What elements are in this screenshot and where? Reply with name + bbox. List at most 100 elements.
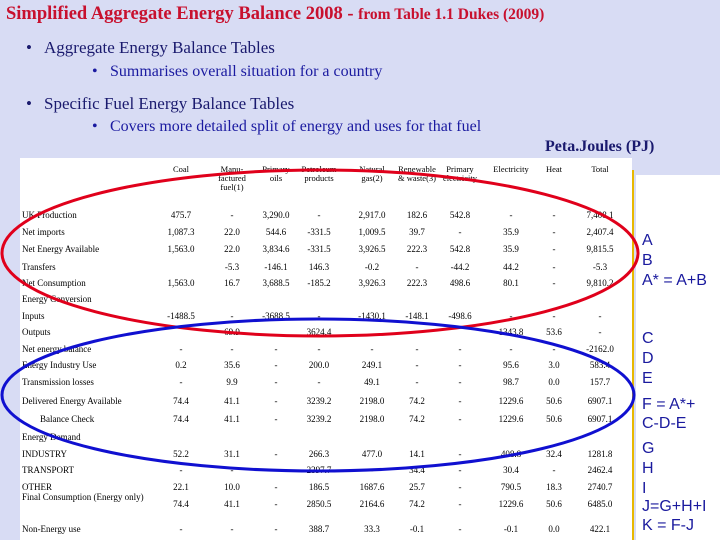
table-cell: 583.4 <box>589 360 611 370</box>
table-cell: 3,290.0 <box>262 210 290 220</box>
table-cell: -0.1 <box>503 524 519 534</box>
table-cell: - <box>552 262 556 272</box>
table-cell: - <box>317 377 321 387</box>
note-f-line1: F = A*+ <box>642 396 696 413</box>
row-label: TRANSPORT <box>22 465 74 475</box>
table-cell: - <box>458 524 462 534</box>
table-cell: -331.5 <box>307 244 331 254</box>
table-cell: - <box>552 244 556 254</box>
table-cell: 2850.5 <box>306 499 332 509</box>
bullet-1: • Aggregate Energy Balance Tables <box>26 38 275 57</box>
note-a-star: A* = A+B <box>642 272 707 289</box>
table-cell: - <box>179 524 183 534</box>
table-cell: 0.0 <box>548 524 560 534</box>
table-cell: 41.1 <box>224 396 240 406</box>
table-cell: 1343.8 <box>498 327 524 337</box>
table-cell: -331.5 <box>307 227 331 237</box>
note-k: K = F-J <box>642 517 695 534</box>
table-cell: 0.2 <box>175 360 187 370</box>
table-cell: - <box>458 396 462 406</box>
table-cell: - <box>598 311 602 321</box>
table-cell: -3688.5 <box>262 311 290 321</box>
table-cell: 3,926.5 <box>358 244 386 254</box>
table-cell: - <box>458 465 462 475</box>
note-g: G <box>642 440 655 457</box>
side-notes-panel <box>636 175 720 540</box>
table-cell: - <box>179 465 183 475</box>
table-cell: - <box>552 278 556 288</box>
column-header: Primary oils <box>262 164 290 183</box>
bullet-1-sub: • Summarises overall situation for a coun… <box>92 63 383 80</box>
table-cell: - <box>274 396 278 406</box>
table-cell: - <box>598 327 602 337</box>
table-cell: 74.2 <box>409 414 425 424</box>
table-cell: 200.0 <box>308 360 330 370</box>
table-cell: -148.1 <box>405 311 429 321</box>
table-cell: 1229.6 <box>498 499 524 509</box>
row-label: INDUSTRY <box>22 449 68 459</box>
table-cell: - <box>317 311 321 321</box>
table-cell: - <box>458 414 462 424</box>
title-main: Simplified Aggregate Energy Balance 2008… <box>6 4 359 24</box>
row-label: Net energy balance <box>22 344 92 354</box>
energy-balance-table <box>20 158 632 540</box>
table-cell: 6907.1 <box>587 414 613 424</box>
table-cell: - <box>552 210 556 220</box>
table-cell: 74.4 <box>173 499 189 509</box>
table-cell: 44.2 <box>503 262 519 272</box>
table-cell: -185.2 <box>307 278 331 288</box>
note-c: C <box>642 330 654 347</box>
table-cell: 542.8 <box>449 244 471 254</box>
table-cell: 422.1 <box>589 524 611 534</box>
row-label: UK Production <box>22 210 77 220</box>
row-label: Non-Energy use <box>22 524 81 534</box>
table-cell: - <box>415 344 419 354</box>
bullet-dot-icon: • <box>92 118 98 135</box>
table-cell: - <box>458 499 462 509</box>
table-cell: 498.6 <box>449 278 471 288</box>
table-cell: -498.6 <box>448 311 472 321</box>
bullet-2: • Specific Fuel Energy Balance Tables <box>26 94 295 113</box>
table-cell: 74.4 <box>173 396 189 406</box>
table-cell: 39.7 <box>409 227 425 237</box>
table-cell: 1,009.5 <box>358 227 386 237</box>
table-cell: 74.2 <box>409 499 425 509</box>
column-header: Total <box>591 164 609 174</box>
table-cell: 41.1 <box>224 499 240 509</box>
table-cell: -0.2 <box>364 262 380 272</box>
row-label: Transfers <box>22 262 56 272</box>
table-cell: 18.3 <box>546 482 562 492</box>
table-cell: -0.1 <box>409 524 425 534</box>
column-header: Electricity <box>493 164 529 174</box>
bullet-dot-icon: • <box>26 38 32 57</box>
table-cell: 2198.0 <box>359 414 385 424</box>
table-cell: 95.6 <box>503 360 519 370</box>
table-cell: - <box>179 377 183 387</box>
table-cell: 34.4 <box>409 465 425 475</box>
table-cell: -146.1 <box>264 262 288 272</box>
table-cell: - <box>552 311 556 321</box>
table-cell: - <box>458 449 462 459</box>
table-cell: 35.6 <box>224 360 240 370</box>
table-cell: 3.0 <box>548 360 560 370</box>
table-cell: 0.0 <box>548 377 560 387</box>
table-cell: - <box>274 377 278 387</box>
table-cell: - <box>274 344 278 354</box>
table-cell: - <box>274 414 278 424</box>
table-cell: - <box>274 482 278 492</box>
table-cell: 2740.7 <box>587 482 613 492</box>
table-cell: - <box>415 377 419 387</box>
table-cell: - <box>274 524 278 534</box>
table-cell: -5.3 <box>224 262 240 272</box>
row-label: Outputs <box>22 327 51 337</box>
column-header: Natural gas(2) <box>359 164 385 183</box>
table-cell: 3,688.5 <box>262 278 290 288</box>
table-cell: - <box>230 465 234 475</box>
table-cell: - <box>230 344 234 354</box>
table-cell: 98.7 <box>503 377 519 387</box>
table-cell: 157.7 <box>589 377 611 387</box>
bullet-dot-icon: • <box>26 94 32 113</box>
table-cell: 2,407.4 <box>586 227 614 237</box>
table-cell: 14.1 <box>409 449 425 459</box>
